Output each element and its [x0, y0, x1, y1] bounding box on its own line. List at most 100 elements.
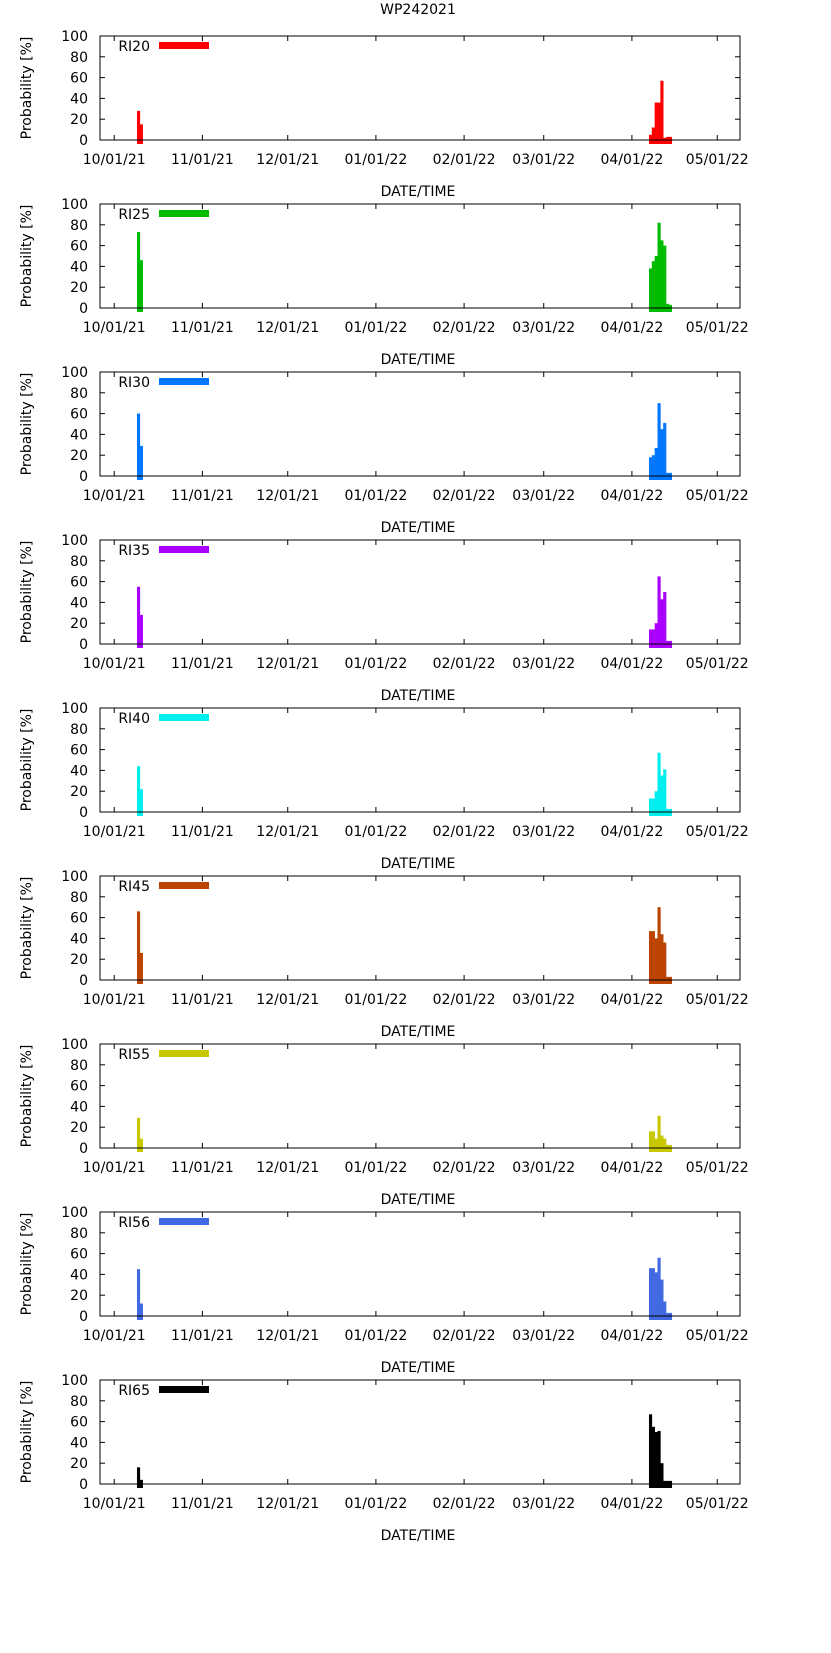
y-tick-label: 20 — [70, 1120, 88, 1136]
x-tick-label: 02/01/22 — [433, 1328, 496, 1344]
plot-frame — [99, 35, 741, 141]
x-tick-label: 11/01/21 — [171, 1328, 234, 1344]
legend-swatch — [159, 378, 209, 385]
x-tick-label: 03/01/22 — [512, 824, 575, 840]
plot-frame — [99, 1043, 741, 1149]
y-tick-label: 20 — [70, 1456, 88, 1472]
bar — [136, 766, 141, 816]
panel-ri40: 0 20 40 60 80 100 10/01/21 11/01/21 12/01/21 01/0… — [19, 701, 749, 872]
bar — [654, 938, 658, 984]
x-tick-label: 12/01/21 — [256, 1160, 319, 1176]
bar — [654, 1432, 658, 1488]
y-tick-label: 0 — [79, 301, 88, 317]
y-tick-label: 100 — [61, 533, 88, 549]
y-axis-label: Probability [%] — [19, 877, 35, 980]
bar — [651, 629, 655, 648]
x-tick-label: 03/01/22 — [512, 992, 575, 1008]
y-tick-label: 20 — [70, 784, 88, 800]
panel-ri65: 0 20 40 60 80 100 10/01/21 11/01/21 12/01/21 01/0… — [19, 1373, 749, 1544]
x-tick-label: 04/01/22 — [600, 152, 663, 168]
bar — [654, 623, 658, 648]
x-tick-label: 04/01/22 — [600, 656, 663, 672]
x-tick-label: 02/01/22 — [433, 992, 496, 1008]
plot-frame — [99, 707, 741, 813]
legend-label: RI20 — [118, 39, 150, 55]
y-tick-label: 100 — [61, 365, 88, 381]
x-tick-label: 01/01/22 — [344, 1328, 407, 1344]
x-tick-label: 10/01/21 — [83, 320, 146, 336]
x-tick-label: 12/01/21 — [256, 656, 319, 672]
x-axis-label: DATE/TIME — [381, 1024, 456, 1040]
panel-ri25: 0 20 40 60 80 100 10/01/21 11/01/21 12/01/21 01/0… — [19, 197, 749, 368]
x-tick-label: 01/01/22 — [344, 824, 407, 840]
bar — [651, 1426, 655, 1488]
x-tick-label: 11/01/21 — [171, 824, 234, 840]
x-tick-label: 10/01/21 — [83, 824, 146, 840]
y-tick-label: 100 — [61, 1373, 88, 1389]
panel-ri45: 0 20 40 60 80 100 10/01/21 11/01/21 12/01/21 01/0… — [19, 869, 749, 1040]
bar — [654, 1272, 658, 1320]
x-tick-label: 12/01/21 — [256, 992, 319, 1008]
x-tick-label: 12/01/21 — [256, 152, 319, 168]
x-tick-label: 02/01/22 — [433, 320, 496, 336]
x-tick-label: 10/01/21 — [83, 152, 146, 168]
bar — [139, 1303, 143, 1320]
legend-swatch — [159, 882, 209, 889]
y-axis-label: Probability [%] — [19, 541, 35, 644]
bar — [657, 1430, 661, 1488]
x-axis-label: DATE/TIME — [381, 1528, 456, 1544]
x-tick-label: 12/01/21 — [256, 1328, 319, 1344]
x-axis-label: DATE/TIME — [381, 520, 456, 536]
bar — [660, 80, 664, 144]
bar — [663, 1138, 667, 1152]
y-axis-label: Probability [%] — [19, 205, 35, 308]
legend-label: RI65 — [118, 1383, 150, 1399]
y-tick-label: 0 — [79, 1141, 88, 1157]
x-tick-label: 02/01/22 — [433, 656, 496, 672]
y-tick-label: 100 — [61, 197, 88, 213]
bar — [651, 1131, 655, 1152]
bar — [660, 240, 664, 312]
x-tick-label: 04/01/22 — [600, 1496, 663, 1512]
x-tick-label: 10/01/21 — [83, 1160, 146, 1176]
bar — [657, 752, 661, 816]
bar — [663, 592, 667, 648]
x-tick-label: 05/01/22 — [686, 992, 749, 1008]
x-tick-label: 01/01/22 — [344, 656, 407, 672]
bar — [657, 1115, 661, 1152]
bar — [657, 907, 661, 984]
panel-ri56: 0 20 40 60 80 100 10/01/21 11/01/21 12/01/21 01/0… — [19, 1205, 749, 1376]
legend-swatch — [159, 1050, 209, 1057]
y-tick-label: 40 — [70, 1099, 88, 1115]
y-tick-label: 20 — [70, 448, 88, 464]
y-tick-label: 20 — [70, 616, 88, 632]
bar — [651, 261, 655, 312]
plot-frame — [99, 539, 741, 645]
y-tick-label: 0 — [79, 469, 88, 485]
panel-ri35: 0 20 40 60 80 100 10/01/21 11/01/21 12/01/21 01/0… — [19, 533, 749, 704]
x-tick-label: 12/01/21 — [256, 1496, 319, 1512]
y-tick-label: 60 — [70, 1415, 88, 1431]
bar — [654, 447, 658, 480]
y-tick-label: 60 — [70, 407, 88, 423]
bar — [660, 1135, 664, 1152]
bar — [660, 1279, 664, 1320]
x-tick-label: 10/01/21 — [83, 488, 146, 504]
bar — [657, 576, 661, 648]
y-tick-label: 0 — [79, 973, 88, 989]
bar — [651, 798, 655, 816]
y-tick-label: 80 — [70, 50, 88, 66]
bar — [654, 1138, 658, 1152]
x-tick-label: 10/01/21 — [83, 1328, 146, 1344]
x-tick-label: 12/01/21 — [256, 824, 319, 840]
x-tick-label: 11/01/21 — [171, 992, 234, 1008]
bar — [648, 134, 653, 144]
bar — [651, 127, 655, 144]
x-tick-label: 03/01/22 — [512, 152, 575, 168]
bar — [660, 1463, 664, 1488]
bar — [651, 455, 655, 480]
bar — [139, 952, 143, 984]
x-tick-label: 05/01/22 — [686, 320, 749, 336]
bar — [136, 413, 141, 480]
x-tick-label: 05/01/22 — [686, 488, 749, 504]
